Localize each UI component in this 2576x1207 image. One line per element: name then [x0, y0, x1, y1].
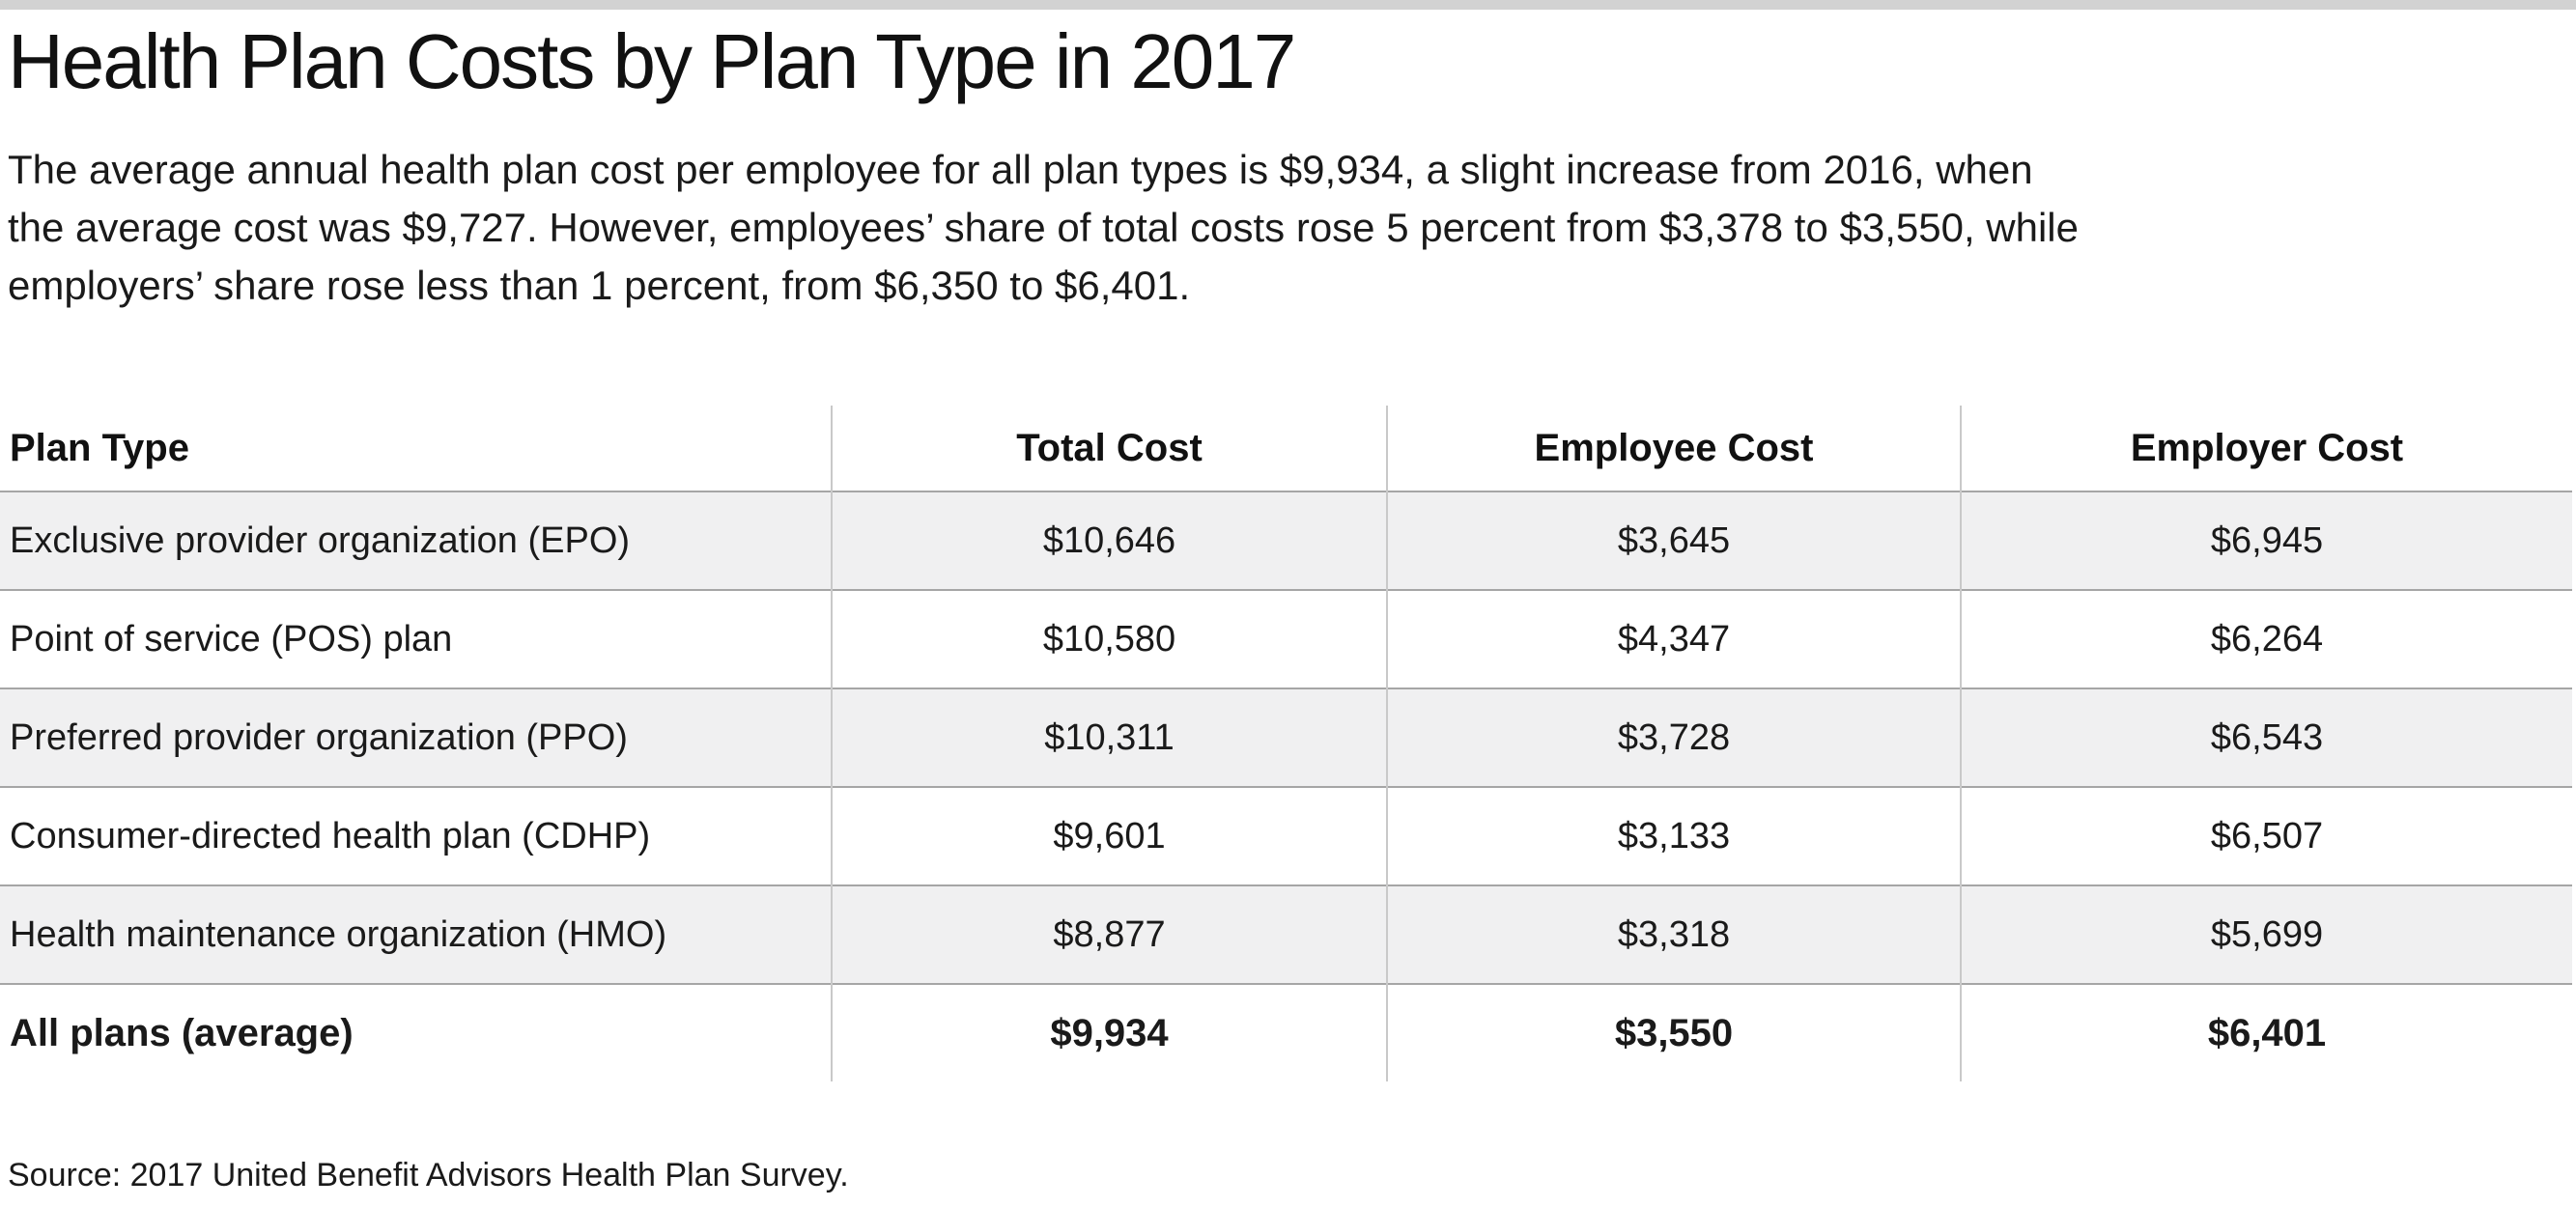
plan-type-cell: Exclusive provider organization (EPO) — [10, 519, 631, 561]
employer-cost-cell: $5,699 — [1960, 885, 2572, 984]
table-row: Point of service (POS) plan $10,580 $4,3… — [0, 590, 2572, 688]
page-title: Health Plan Costs by Plan Type in 2017 — [8, 18, 1296, 104]
intro-paragraph: The average annual health plan cost per … — [8, 141, 2079, 315]
total-cost-cell: $10,580 — [831, 590, 1387, 688]
table-row-all-plans-average: All plans (average) $9,934 $3,550 $6,401 — [0, 984, 2572, 1081]
intro-line: the average cost was $9,727. However, em… — [8, 205, 2079, 250]
top-accent-bar — [0, 0, 2576, 10]
total-cost-cell: $9,934 — [831, 984, 1387, 1081]
plan-type-cell: Health maintenance organization (HMO) — [10, 913, 667, 955]
plan-type-cell: Point of service (POS) plan — [10, 618, 453, 660]
health-plan-cost-table: Plan Type Total Cost Employee Cost Emplo… — [0, 406, 2572, 1081]
employer-cost-cell: $6,543 — [1960, 688, 2572, 787]
table-row: Consumer-directed health plan (CDHP) $9,… — [0, 787, 2572, 885]
intro-line: The average annual health plan cost per … — [8, 147, 2033, 192]
employer-cost-cell: $6,945 — [1960, 491, 2572, 590]
employer-cost-cell: $6,507 — [1960, 787, 2572, 885]
employee-cost-cell: $3,645 — [1386, 491, 1961, 590]
employee-cost-cell: $3,728 — [1386, 688, 1961, 787]
employee-cost-cell: $4,347 — [1386, 590, 1961, 688]
plan-type-cell: All plans (average) — [10, 1011, 354, 1054]
table-row: Exclusive provider organization (EPO) $1… — [0, 491, 2572, 590]
total-cost-cell: $9,601 — [831, 787, 1387, 885]
column-header-total-cost: Total Cost — [831, 406, 1387, 491]
source-note: Source: 2017 United Benefit Advisors Hea… — [8, 1157, 849, 1193]
employee-cost-cell: $3,318 — [1386, 885, 1961, 984]
column-header-employee-cost: Employee Cost — [1386, 406, 1961, 491]
plan-type-cell: Consumer-directed health plan (CDHP) — [10, 815, 651, 856]
total-cost-cell: $10,646 — [831, 491, 1387, 590]
plan-type-cell: Preferred provider organization (PPO) — [10, 716, 628, 758]
table-header: Plan Type Total Cost Employee Cost Emplo… — [0, 406, 2572, 491]
employee-cost-cell: $3,133 — [1386, 787, 1961, 885]
employee-cost-cell: $3,550 — [1386, 984, 1961, 1081]
intro-line: employers’ share rose less than 1 percen… — [8, 263, 1191, 308]
table-row: Preferred provider organization (PPO) $1… — [0, 688, 2572, 787]
column-header-employer-cost: Employer Cost — [1960, 406, 2572, 491]
table-header-row: Plan Type Total Cost Employee Cost Emplo… — [0, 406, 2572, 491]
employer-cost-cell: $6,264 — [1960, 590, 2572, 688]
column-header-plan-type: Plan Type — [10, 426, 189, 469]
table-body: Exclusive provider organization (EPO) $1… — [0, 491, 2572, 1081]
total-cost-cell: $10,311 — [831, 688, 1387, 787]
table-row: Health maintenance organization (HMO) $8… — [0, 885, 2572, 984]
total-cost-cell: $8,877 — [831, 885, 1387, 984]
employer-cost-cell: $6,401 — [1960, 984, 2572, 1081]
